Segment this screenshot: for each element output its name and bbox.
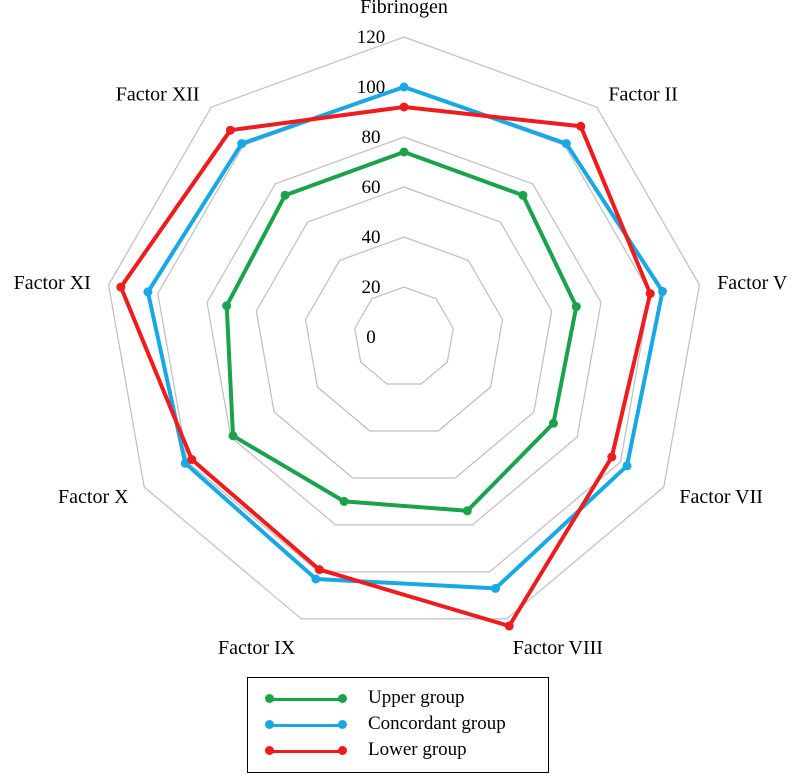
legend-line-upper	[270, 698, 344, 701]
data-point-lower-group	[607, 452, 617, 462]
data-point-concordant-group	[237, 139, 247, 149]
axis-label-fibrinogen: Fibrinogen	[360, 0, 448, 18]
data-point-lower-group	[116, 282, 126, 292]
legend-marker-upper-end	[338, 694, 347, 703]
legend-label-concordant: Concordant group	[368, 713, 506, 734]
data-point-concordant-group	[180, 458, 190, 468]
legend: Upper group Concordant group Lower group	[247, 677, 549, 773]
axis-label-factor-xii: Factor XII	[116, 83, 200, 105]
data-point-lower-group	[576, 121, 586, 131]
data-point-upper-group	[222, 301, 232, 311]
axis-label-factor-ix: Factor IX	[218, 637, 296, 659]
axis-label-factor-v: Factor V	[717, 272, 788, 294]
tick-label: 20	[362, 277, 381, 298]
radar-grid	[107, 36, 701, 620]
legend-marker-concordant-end	[338, 720, 347, 729]
grid-ring-60	[255, 186, 553, 479]
grid-ring-120	[107, 36, 701, 620]
data-point-concordant-group	[622, 461, 632, 471]
axis-label-factor-xi: Factor XI	[14, 272, 91, 294]
data-point-lower-group	[314, 565, 324, 575]
series-concordant-group	[143, 82, 667, 593]
data-point-lower-group	[645, 289, 655, 299]
data-point-upper-group	[280, 190, 290, 200]
legend-marker-lower-start	[265, 746, 274, 755]
legend-item-lower: Lower group	[248, 738, 548, 764]
legend-line-lower	[270, 750, 344, 753]
data-point-lower-group	[225, 125, 235, 135]
grid-ring-80	[206, 136, 602, 526]
legend-item-upper: Upper group	[248, 686, 548, 712]
data-point-concordant-group	[143, 287, 153, 297]
data-point-concordant-group	[561, 139, 571, 149]
legend-item-concordant: Concordant group	[248, 712, 548, 738]
radial-tick-labels: 0 20 40 60 80 100 120	[357, 27, 386, 348]
grid-ring-40	[304, 236, 504, 432]
data-point-upper-group	[399, 147, 409, 157]
data-point-concordant-group	[399, 82, 409, 92]
series-upper-group	[222, 147, 581, 516]
data-point-upper-group	[548, 418, 558, 428]
axis-labels: Fibrinogen Factor II Factor V Factor VII Fac…	[14, 0, 788, 659]
data-point-upper-group	[518, 190, 528, 200]
data-point-lower-group	[399, 102, 409, 112]
series-line-concordant-group	[145, 85, 665, 591]
data-point-upper-group	[462, 506, 472, 516]
data-point-concordant-group	[658, 286, 667, 296]
legend-marker-upper-start	[265, 694, 274, 703]
grid-ring-100	[157, 86, 651, 573]
axis-label-factor-ii: Factor II	[608, 83, 677, 105]
legend-label-upper: Upper group	[368, 687, 465, 708]
series-line-lower-group	[118, 105, 653, 628]
tick-label: 0	[366, 327, 376, 348]
tick-label: 120	[357, 27, 386, 48]
axis-label-factor-x: Factor X	[58, 486, 129, 508]
data-point-upper-group	[228, 431, 238, 441]
axis-label-factor-vii: Factor VII	[679, 486, 763, 508]
grid-ring-20	[354, 286, 454, 385]
data-point-concordant-group	[311, 574, 321, 584]
legend-label-lower: Lower group	[368, 739, 467, 760]
series-line-upper-group	[224, 150, 579, 513]
data-point-upper-group	[571, 302, 581, 312]
data-point-concordant-group	[491, 583, 500, 593]
legend-line-concordant	[270, 724, 344, 727]
series-lower-group	[116, 102, 655, 631]
data-point-lower-group	[187, 455, 197, 464]
series-layer	[116, 82, 667, 631]
axis-label-factor-viii: Factor VIII	[513, 637, 603, 659]
data-point-lower-group	[504, 621, 514, 631]
tick-label: 80	[362, 127, 381, 148]
tick-label: 100	[357, 77, 386, 98]
tick-label: 60	[362, 177, 381, 198]
legend-marker-lower-end	[338, 746, 347, 755]
legend-marker-concordant-start	[265, 720, 274, 729]
data-point-upper-group	[339, 496, 349, 506]
tick-label: 40	[362, 227, 381, 248]
